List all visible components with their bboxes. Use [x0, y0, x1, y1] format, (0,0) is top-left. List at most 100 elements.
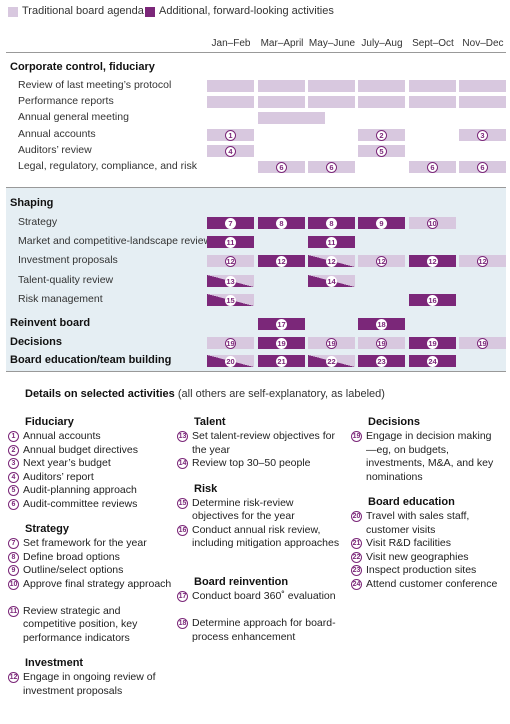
detail-item-text: Visit new geographies: [366, 550, 469, 563]
activity-bar: [258, 80, 305, 92]
activity-number-badge: 19: [376, 337, 387, 349]
activity-bar: 12: [258, 255, 305, 267]
activity-number-badge: 22: [326, 355, 337, 367]
detail-item: 18 Determine approach for board-process e…: [177, 617, 342, 644]
detail-item-number: 11: [8, 605, 19, 617]
row-label: Legal, regulatory, compliance, and risk: [18, 160, 197, 172]
detail-item: 20 Travel with sales staff, customer visi…: [351, 510, 501, 537]
activity-number-badge: 8: [276, 217, 287, 229]
activity-bar: [459, 96, 506, 108]
activity-bar: 6: [308, 161, 355, 173]
activity-bar: [207, 96, 254, 108]
detail-item-text: Review top 30–50 people: [192, 457, 311, 469]
section-label: Corporate control, fiduciary: [10, 61, 155, 73]
detail-item-number: 2: [8, 444, 19, 456]
activity-bar: [409, 80, 456, 92]
activity-bar: 20: [207, 355, 254, 367]
activity-number-badge: 9: [376, 217, 387, 229]
activity-bar: 9: [358, 217, 405, 229]
activity-number-badge: 6: [326, 161, 337, 173]
detail-group-heading: Talent: [194, 416, 226, 428]
activity-bar: 3: [459, 129, 506, 141]
activity-number-badge: 13: [225, 275, 236, 287]
detail-item-text: Engage in decision making—eg, on budgets…: [366, 430, 494, 483]
activity-bar: 15: [207, 294, 254, 306]
detail-item-text: Annual budget directives: [23, 443, 138, 456]
detail-item: 2 Annual budget directives: [8, 444, 173, 458]
activity-bar: 13: [207, 275, 254, 287]
detail-item-number: 5: [8, 485, 19, 496]
activity-bar: 12: [308, 255, 355, 267]
detail-item-number: 21: [351, 538, 362, 549]
month-header: May–June: [308, 38, 356, 49]
activity-bar: 21: [258, 355, 305, 367]
detail-item: 22 Visit new geographies: [351, 551, 501, 565]
detail-item: 3 Next year’s budget: [8, 457, 173, 471]
activity-bar: 17: [258, 318, 305, 330]
activity-bar: 16: [409, 294, 456, 306]
row-label: Talent-quality review: [18, 274, 114, 286]
section-label: Shaping: [10, 197, 54, 209]
activity-bar: 1: [207, 129, 254, 141]
activity-bar: 11: [207, 236, 254, 248]
detail-item-number: 22: [351, 551, 362, 563]
activity-bar: 4: [207, 145, 254, 157]
activity-number-badge: 12: [376, 255, 387, 267]
detail-item: 19 Engage in decision making—eg, on budge…: [351, 430, 501, 484]
detail-item-text: Annual accounts: [23, 430, 101, 442]
row-label: Annual accounts: [18, 128, 96, 140]
detail-item-number: 7: [8, 538, 19, 549]
detail-item-text: Define broad options: [23, 550, 120, 563]
detail-group-heading: Risk: [194, 482, 218, 495]
activity-number-badge: 3: [477, 129, 488, 141]
detail-item-text: Visit R&D facilities: [366, 537, 451, 549]
detail-item-number: 19: [351, 431, 362, 442]
detail-item-number: 14: [177, 458, 188, 469]
activity-number-badge: 1: [225, 129, 236, 141]
activity-bar: [258, 96, 305, 108]
activity-number-badge: 8: [326, 217, 337, 229]
detail-item: 4 Auditors’ report: [8, 471, 173, 485]
activity-number-badge: 12: [326, 255, 337, 267]
activity-bar: 19: [358, 337, 405, 349]
activity-bar: 19: [459, 337, 506, 349]
detail-item: 14 Review top 30–50 people: [177, 457, 342, 471]
activity-bar: 11: [308, 236, 355, 248]
row-label: Strategy: [18, 216, 58, 228]
activity-number-badge: 19: [427, 337, 438, 349]
section-label: Reinvent board: [10, 317, 91, 329]
activity-bar: 12: [207, 255, 254, 267]
activity-bar: [308, 96, 355, 108]
detail-item-text: Inspect production sites: [366, 564, 477, 576]
month-header: Jan–Feb: [211, 38, 251, 49]
activity-bar: 24: [409, 355, 456, 367]
legend-swatch-additional: [145, 7, 155, 17]
activity-bar: 19: [409, 337, 456, 349]
detail-item-number: 20: [351, 511, 362, 522]
divider-line: [6, 187, 506, 188]
detail-item-text: Conduct annual risk review, including mi…: [192, 523, 340, 550]
detail-group-heading: Investment: [25, 657, 84, 669]
section-label: Board education/team building: [10, 354, 172, 366]
board-agenda-chart: Jan–Feb Mar–April May–June July–Aug Sept–Oct…: [6, 38, 506, 372]
detail-item: 10 Approve final strategy approach: [8, 578, 173, 592]
activity-number-badge: 10: [427, 217, 438, 229]
activity-bar: [258, 112, 325, 124]
detail-item-text: Set talent-review objectives for the yea…: [192, 430, 335, 456]
row-label: Auditors’ review: [18, 144, 92, 156]
detail-item: 24 Attend customer conference: [351, 578, 501, 592]
month-header: July–Aug: [361, 38, 403, 49]
details-title: Details on selected activities: [25, 388, 175, 400]
activity-bar: 19: [258, 337, 305, 349]
detail-item-text: Conduct board 360˚ evaluation: [192, 590, 336, 602]
detail-item: 23 Inspect production sites: [351, 564, 501, 578]
detail-item-text: Travel with sales staff, customer visits: [366, 510, 470, 536]
row-label: Market and competitive-landscape review: [18, 235, 212, 247]
activity-bar: [207, 80, 254, 92]
activity-number-badge: 18: [376, 318, 387, 330]
activity-bar: 2: [358, 129, 405, 141]
activity-number-badge: 11: [225, 236, 236, 248]
activity-number-badge: 6: [427, 161, 438, 173]
detail-item: 17 Conduct board 360˚ evaluation: [177, 590, 342, 604]
